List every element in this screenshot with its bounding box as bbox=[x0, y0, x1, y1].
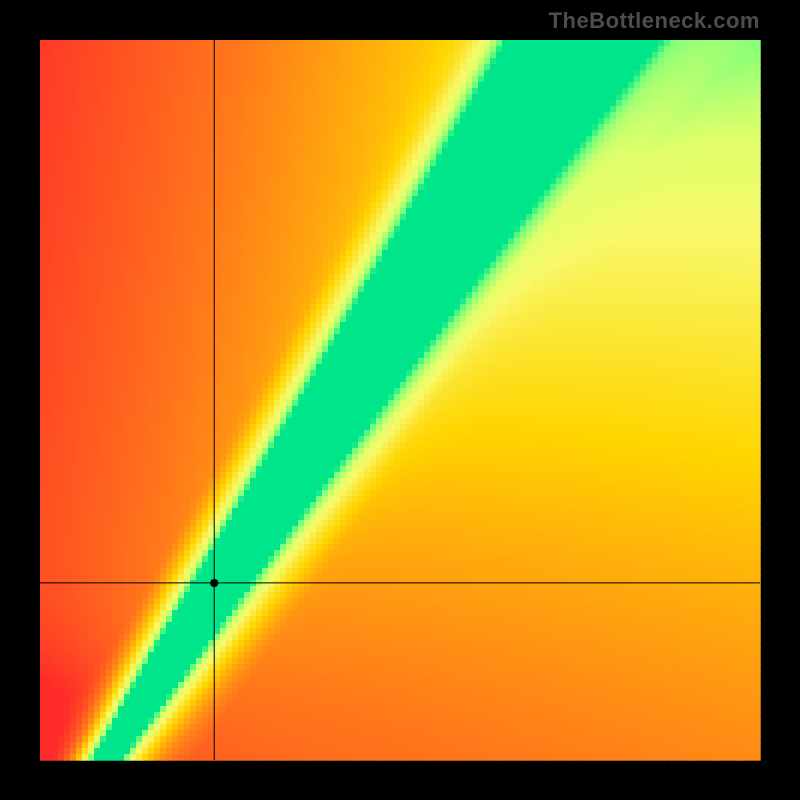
heatmap-plot bbox=[0, 0, 800, 800]
watermark-text: TheBottleneck.com bbox=[549, 8, 760, 34]
